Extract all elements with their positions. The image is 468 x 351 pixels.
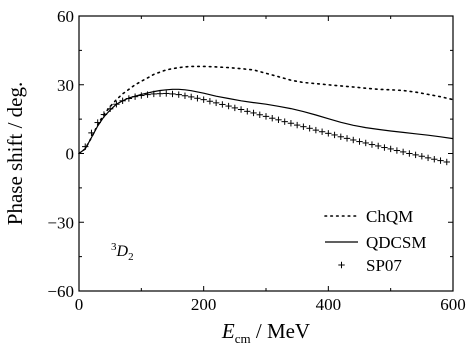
series-sp07-point: [119, 97, 126, 104]
y-tick-label: 30: [57, 76, 74, 95]
series-sp07-point: [325, 130, 332, 137]
series-sp07-point: [125, 95, 133, 102]
y-axis-title: Phase shift / deg.: [3, 82, 27, 225]
x-tick-label: 600: [440, 295, 466, 314]
series-sp07-point: [406, 150, 413, 157]
series-sp07-point: [443, 158, 450, 166]
x-axis-title: Ecm / MeV: [221, 319, 310, 346]
series-sp07-point: [424, 154, 432, 162]
ticks-layer: [78, 15, 454, 292]
series-sp07-point: [312, 126, 320, 134]
series-sp07-point: [300, 123, 307, 130]
legend: ChQM QDCSM SP07: [324, 207, 426, 275]
series-chqm-line: [78, 65, 454, 155]
series-sp07-point: [194, 95, 201, 102]
series-sp07-point: [387, 145, 394, 153]
annotation-pre: 3: [111, 241, 117, 253]
y-tick-label: 0: [66, 145, 75, 164]
y-tick-label: 60: [57, 7, 74, 26]
series-sp07-point: [225, 102, 232, 110]
series-sp07-point: [399, 148, 407, 156]
series-sp07-point: [412, 151, 419, 159]
annotation-main: D: [116, 243, 129, 260]
series-sp07-point: [200, 96, 207, 103]
series-sp07-point: [381, 144, 388, 151]
series-sp07-point: [287, 120, 295, 127]
series-sp07-point: [237, 106, 245, 113]
series-sp07-point: [181, 92, 189, 99]
series-sp07-point: [244, 108, 251, 115]
series-sp07-point: [356, 138, 363, 145]
legend-label: SP07: [366, 256, 402, 275]
series-sp07-point: [94, 119, 101, 126]
annotation: 3D2: [111, 241, 134, 263]
series-qdcsm-line: [78, 88, 454, 154]
series-sp07-point: [206, 98, 214, 105]
series-sp07-point: [337, 133, 344, 140]
legend-swatch-sp07: [338, 261, 345, 269]
series-sp07-point: [212, 99, 220, 107]
series-sp07-point: [262, 113, 270, 120]
x-axis-title-main: E: [221, 319, 235, 343]
series-sp07-point: [293, 121, 301, 129]
x-axis-title-unit: / MeV: [251, 319, 311, 343]
y-tick-label: −60: [47, 282, 74, 301]
legend-label: QDCSM: [366, 233, 426, 252]
series-layer: [78, 65, 454, 166]
series-sp07-point: [437, 157, 444, 164]
x-tick-label: 200: [191, 295, 217, 314]
annotation-sub: 2: [128, 251, 134, 263]
series-sp07-point: [275, 116, 282, 124]
series-sp07-point: [318, 128, 326, 135]
series-sp07-point: [368, 141, 376, 148]
series-sp07-point: [175, 91, 182, 98]
y-tick-label: −30: [47, 213, 74, 232]
x-tick-label: 0: [75, 295, 84, 314]
series-sp07-point: [144, 91, 151, 98]
series-sp07-point: [250, 109, 257, 117]
series-sp07-point: [306, 125, 313, 132]
series-sp07-point: [113, 101, 120, 108]
series-sp07-point: [169, 90, 176, 98]
legend-label: ChQM: [366, 207, 413, 226]
series-sp07-point: [331, 131, 338, 139]
series-sp07-point: [88, 129, 95, 137]
series-sp07-point: [343, 135, 351, 142]
wave-annotation: 3D2: [111, 241, 134, 263]
series-sp07-point: [106, 105, 114, 113]
series-sp07-point: [418, 153, 426, 160]
series-sp07-point: [431, 156, 438, 163]
series-sp07-point: [156, 90, 164, 97]
series-sp07-point: [150, 90, 157, 98]
series-sp07-point: [350, 136, 357, 144]
series-sp07-point: [256, 111, 263, 118]
series-sp07-point: [188, 93, 195, 101]
series-sp07-point: [362, 139, 369, 147]
series-sp07-point: [281, 118, 288, 125]
series-sp07-point: [219, 101, 226, 108]
series-sp07-point: [100, 111, 108, 118]
x-tick-label: 400: [316, 295, 342, 314]
series-sp07-point: [393, 147, 401, 154]
labels-layer: 0 200 400 600 −60 −30 0 30 60 Ecm / MeV Phase shif…: [3, 7, 466, 346]
series-sp07-point: [138, 92, 145, 99]
series-sp07-point: [82, 143, 89, 150]
series-sp07-point: [269, 115, 276, 122]
x-axis-title-sub: cm: [235, 331, 251, 346]
series-sp07-point: [131, 93, 139, 100]
series-sp07-point: [231, 104, 239, 112]
series-sp07-point: [375, 142, 382, 150]
series-sp07-point: [163, 90, 170, 97]
